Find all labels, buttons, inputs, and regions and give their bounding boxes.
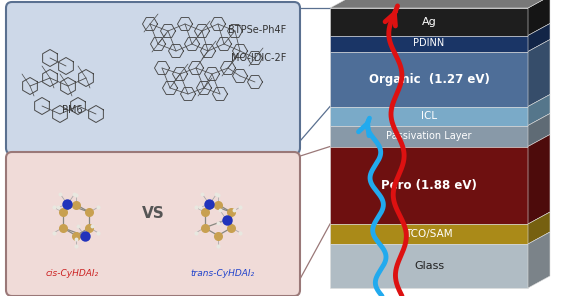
Polygon shape [528,0,550,36]
Bar [330,244,528,288]
Polygon shape [528,23,550,52]
Bar [330,147,528,224]
Text: cis-CyHDAI₂: cis-CyHDAI₂ [46,269,99,279]
Bar [330,8,528,36]
Polygon shape [528,113,550,147]
Text: ICL: ICL [421,111,437,121]
FancyBboxPatch shape [6,152,300,296]
Bar [330,224,528,244]
Bar [330,126,528,147]
FancyBboxPatch shape [6,2,300,154]
Text: Glass: Glass [414,261,444,271]
Text: MO-IDIC-2F: MO-IDIC-2F [231,53,286,63]
Polygon shape [330,0,550,8]
Text: TCO/SAM: TCO/SAM [405,229,453,239]
Text: Ag: Ag [422,17,437,27]
Text: BTPSe-Ph4F: BTPSe-Ph4F [228,25,286,35]
Bar [330,36,528,52]
Text: PM6: PM6 [62,105,82,115]
Bar [330,107,528,126]
Polygon shape [528,94,550,126]
Polygon shape [528,39,550,107]
Text: Pero (1.88 eV): Pero (1.88 eV) [381,179,477,192]
Bar [330,52,528,107]
Text: PDINN: PDINN [413,38,445,49]
Polygon shape [528,232,550,288]
Text: Organic  (1.27 eV): Organic (1.27 eV) [369,73,490,86]
Polygon shape [528,134,550,224]
Text: Passivation Layer: Passivation Layer [386,131,472,141]
Text: trans-CyHDAI₂: trans-CyHDAI₂ [190,269,254,279]
Text: VS: VS [141,207,164,221]
Polygon shape [528,212,550,244]
